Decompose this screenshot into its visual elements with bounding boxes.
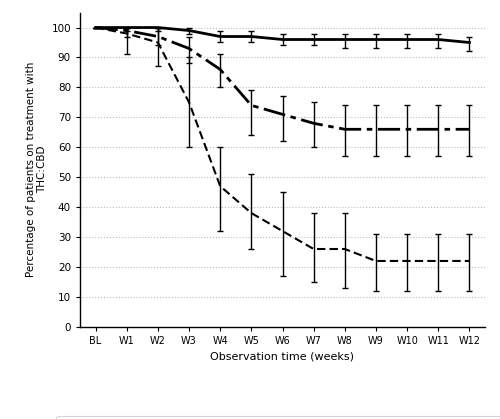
Y-axis label: Percentage of patients on treatment with
THC:CBD: Percentage of patients on treatment with… — [26, 62, 47, 277]
Legend: ---- Nociceptive pain(n=54), -- - Mixed pain(n=249), — Neuropathic pain (n=497): ---- Nociceptive pain(n=54), -- - Mixed … — [56, 416, 500, 419]
X-axis label: Observation time (weeks): Observation time (weeks) — [210, 352, 354, 362]
